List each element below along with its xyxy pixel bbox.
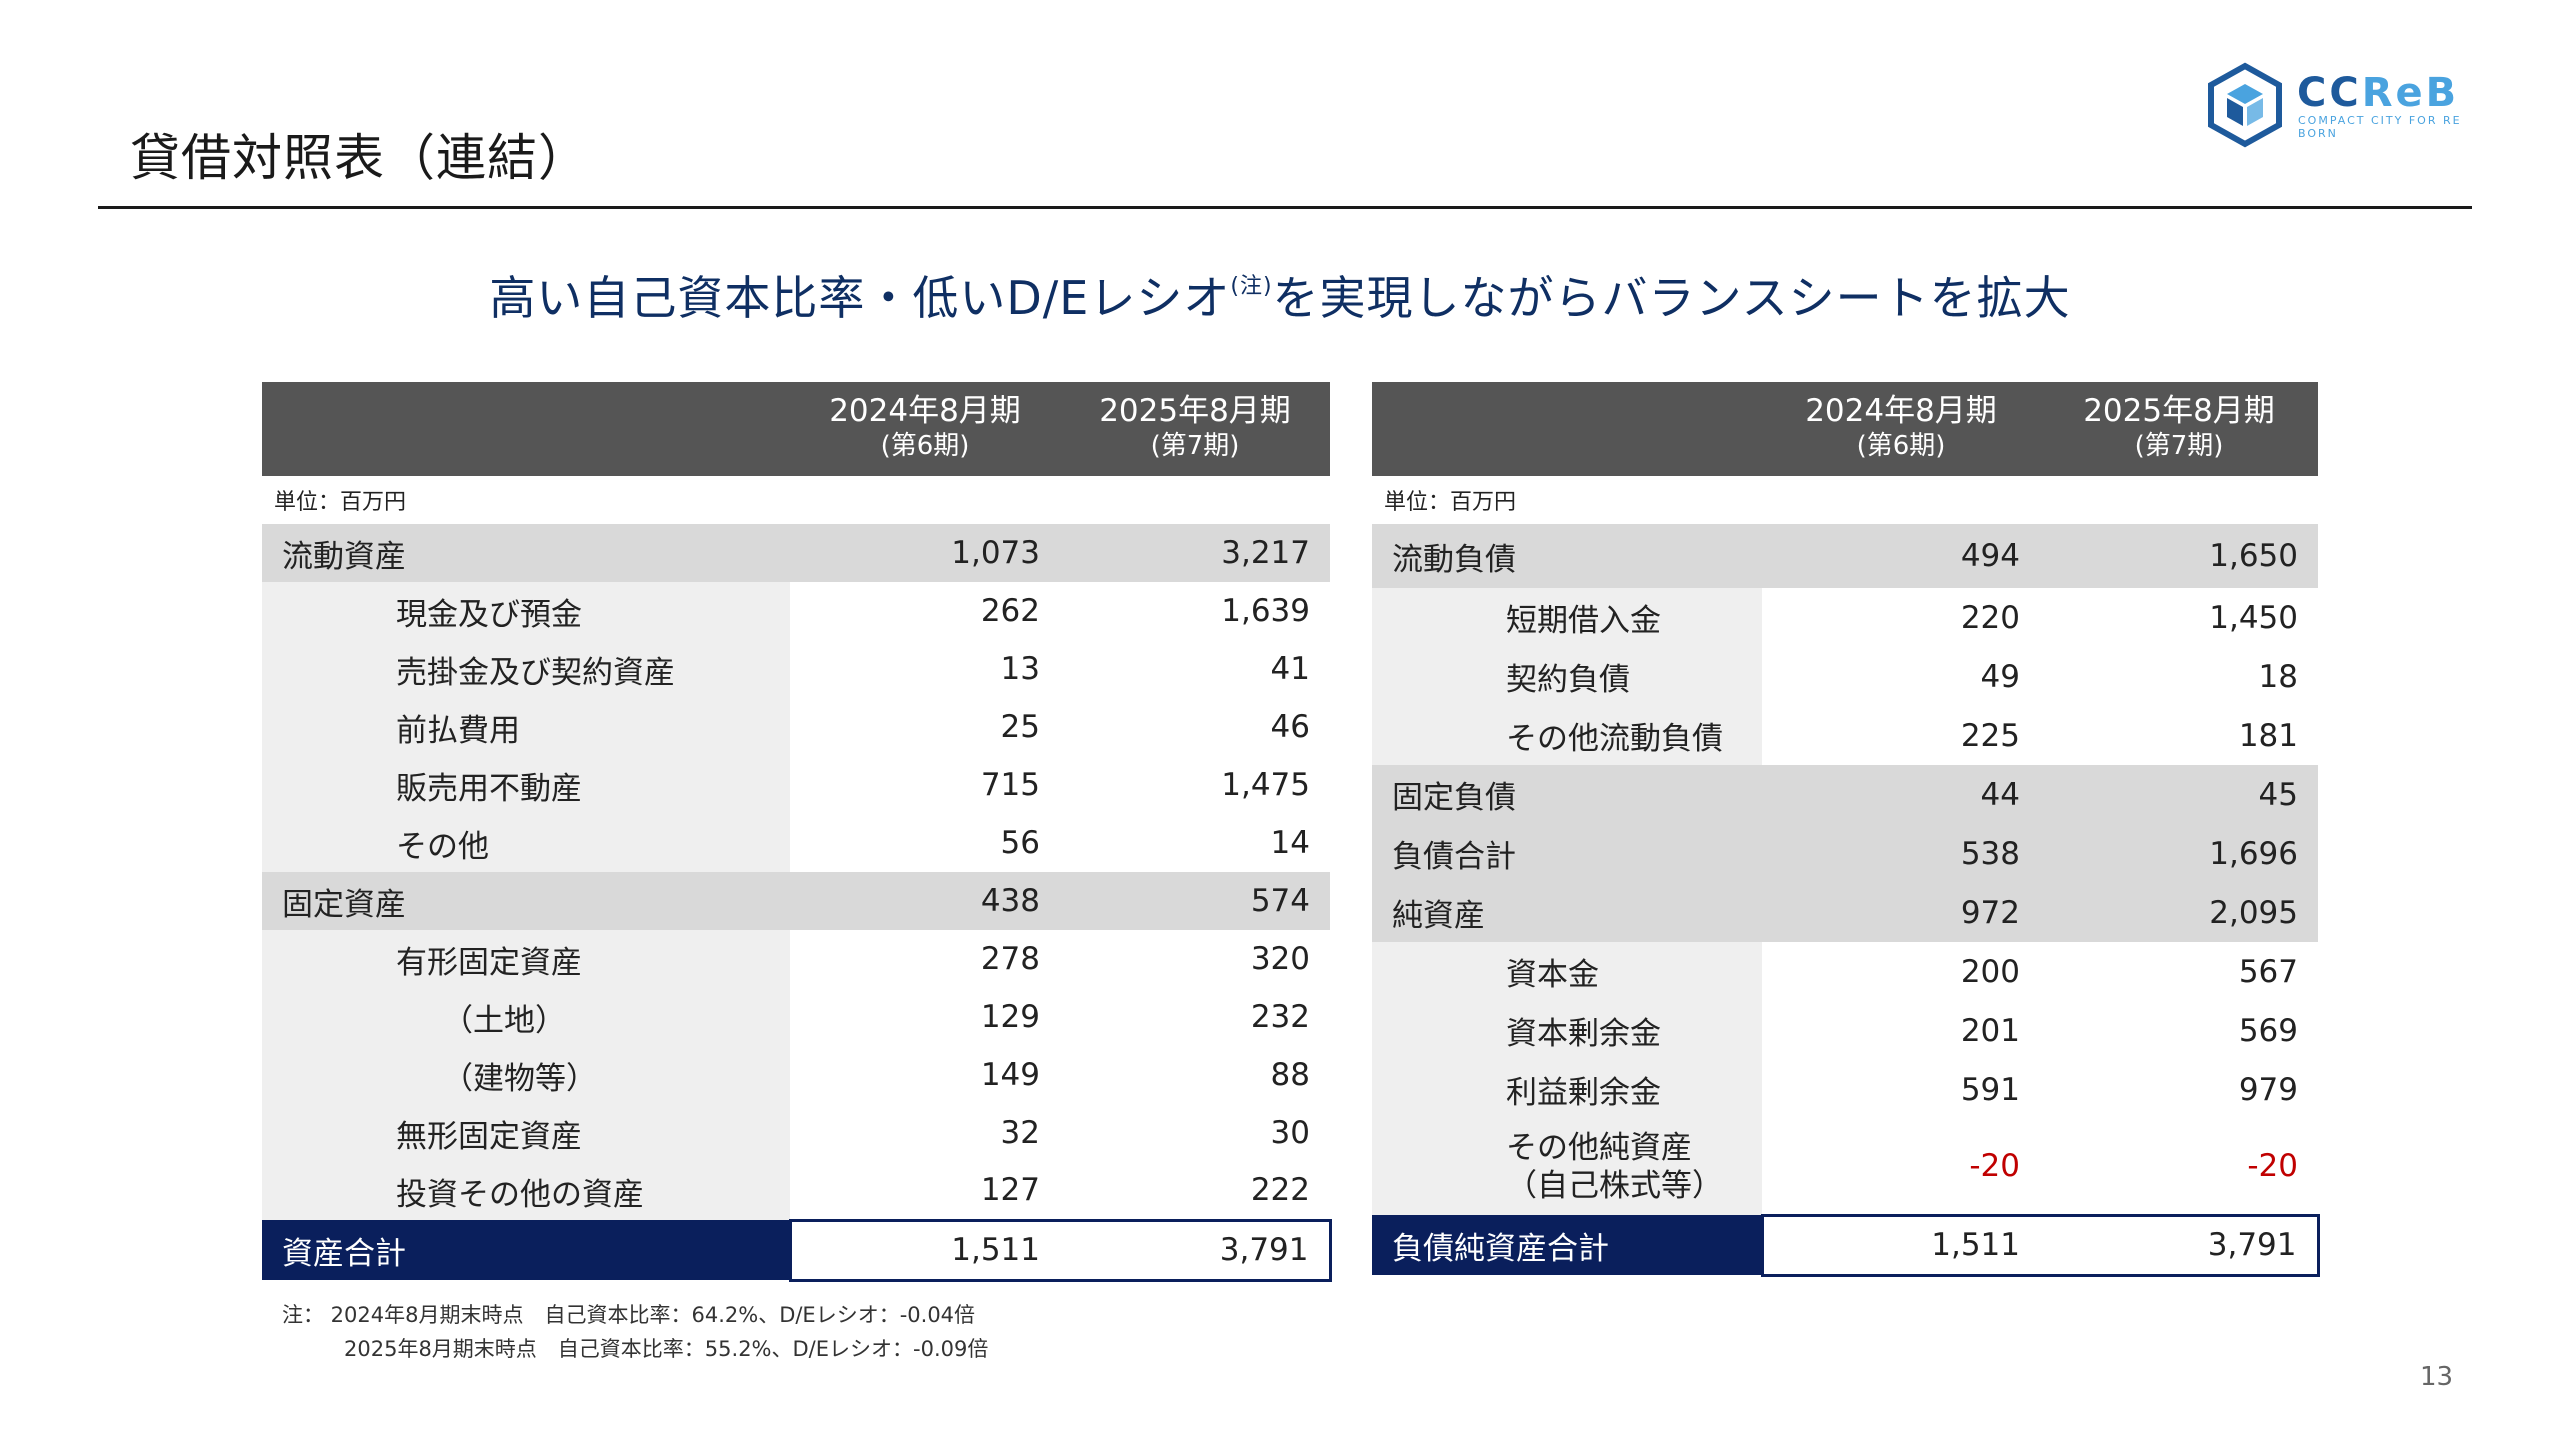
table-row: 無形固定資産 32 30: [262, 1104, 1330, 1162]
liabilities-header-row: 2024年8月期 (第6期) 2025年8月期 (第7期): [1372, 382, 2318, 476]
assets-table: 2024年8月期 (第6期) 2025年8月期 (第7期) 単位：百万円 流動資産 …: [262, 382, 1332, 1282]
table-row: 資本剰余金 201 569: [1372, 1001, 2318, 1060]
table-row: （土地） 129 232: [262, 988, 1330, 1046]
page-title: 貸借対照表（連結）: [130, 129, 589, 187]
unit-label: 単位：百万円: [262, 476, 1330, 524]
footnote-line-2: 2025年8月期末時点 自己資本比率：55.2%、D/Eレシオ：-0.09倍: [344, 1337, 989, 1361]
logo-wordmark: CCReB: [2297, 70, 2460, 116]
table-row: 固定負債 44 45: [1372, 765, 2318, 824]
unit-label: 単位：百万円: [1372, 476, 2318, 524]
total-row: 負債純資産合計 1,511 3,791: [1372, 1213, 2320, 1277]
table-row: 純資産 972 2,095: [1372, 883, 2318, 942]
header-fy2024: 2024年8月期 (第6期): [1762, 382, 2040, 476]
headline: 高い自己資本比率・低いD/Eレシオ(注)を実現しながらバランスシートを拡大: [489, 271, 2071, 325]
footnote: 注： 2024年8月期末時点 自己資本比率：64.2%、D/Eレシオ：-0.04…: [282, 1298, 988, 1366]
table-row: 短期借入金 220 1,450: [1372, 588, 2318, 647]
table-row: 現金及び預金 262 1,639: [262, 582, 1330, 640]
table-row: 流動負債 494 1,650: [1372, 524, 2318, 588]
table-row: その他 56 14: [262, 814, 1330, 872]
table-row: 売掛金及び契約資産 13 41: [262, 640, 1330, 698]
table-row: 固定資産 438 574: [262, 872, 1330, 930]
table-row: 負債合計 538 1,696: [1372, 824, 2318, 883]
table-row: 投資その他の資産 127 222: [262, 1162, 1330, 1220]
table-row: その他流動負債 225 181: [1372, 706, 2318, 765]
table-row: 有形固定資産 278 320: [262, 930, 1330, 988]
table-row: （建物等） 149 88: [262, 1046, 1330, 1104]
table-row: その他純資産 （自己株式等） -20 -20: [1372, 1119, 2318, 1215]
table-row: 流動資産 1,073 3,217: [262, 524, 1330, 582]
footnote-line-1: 注： 2024年8月期末時点 自己資本比率：64.2%、D/Eレシオ：-0.04…: [282, 1303, 976, 1327]
table-row: 利益剰余金 591 979: [1372, 1060, 2318, 1119]
table-row: 販売用不動産 715 1,475: [262, 756, 1330, 814]
assets-header-row: 2024年8月期 (第6期) 2025年8月期 (第7期): [262, 382, 1330, 476]
page-number: 13: [2420, 1362, 2454, 1392]
company-logo: CCReB COMPACT CITY FOR RE BORN: [2205, 62, 2475, 152]
hexagon-cube-icon: [2208, 62, 2282, 148]
logo-tagline: COMPACT CITY FOR RE BORN: [2298, 114, 2462, 140]
table-row: 前払費用 25 46: [262, 698, 1330, 756]
header-fy2024: 2024年8月期 (第6期): [790, 382, 1060, 476]
header-blank: [262, 382, 790, 476]
liabilities-table: 2024年8月期 (第6期) 2025年8月期 (第7期) 単位：百万円 流動負債 …: [1372, 382, 2320, 1277]
title-divider: [98, 206, 2472, 209]
total-row: 資産合計 1,511 3,791: [262, 1218, 1332, 1282]
header-fy2025: 2025年8月期 (第7期): [2040, 382, 2318, 476]
table-row: 契約負債 49 18: [1372, 647, 2318, 706]
headline-note-marker: (注): [1230, 274, 1273, 299]
header-fy2025: 2025年8月期 (第7期): [1060, 382, 1330, 476]
header-blank: [1372, 382, 1762, 476]
table-row: 資本金 200 567: [1372, 942, 2318, 1001]
